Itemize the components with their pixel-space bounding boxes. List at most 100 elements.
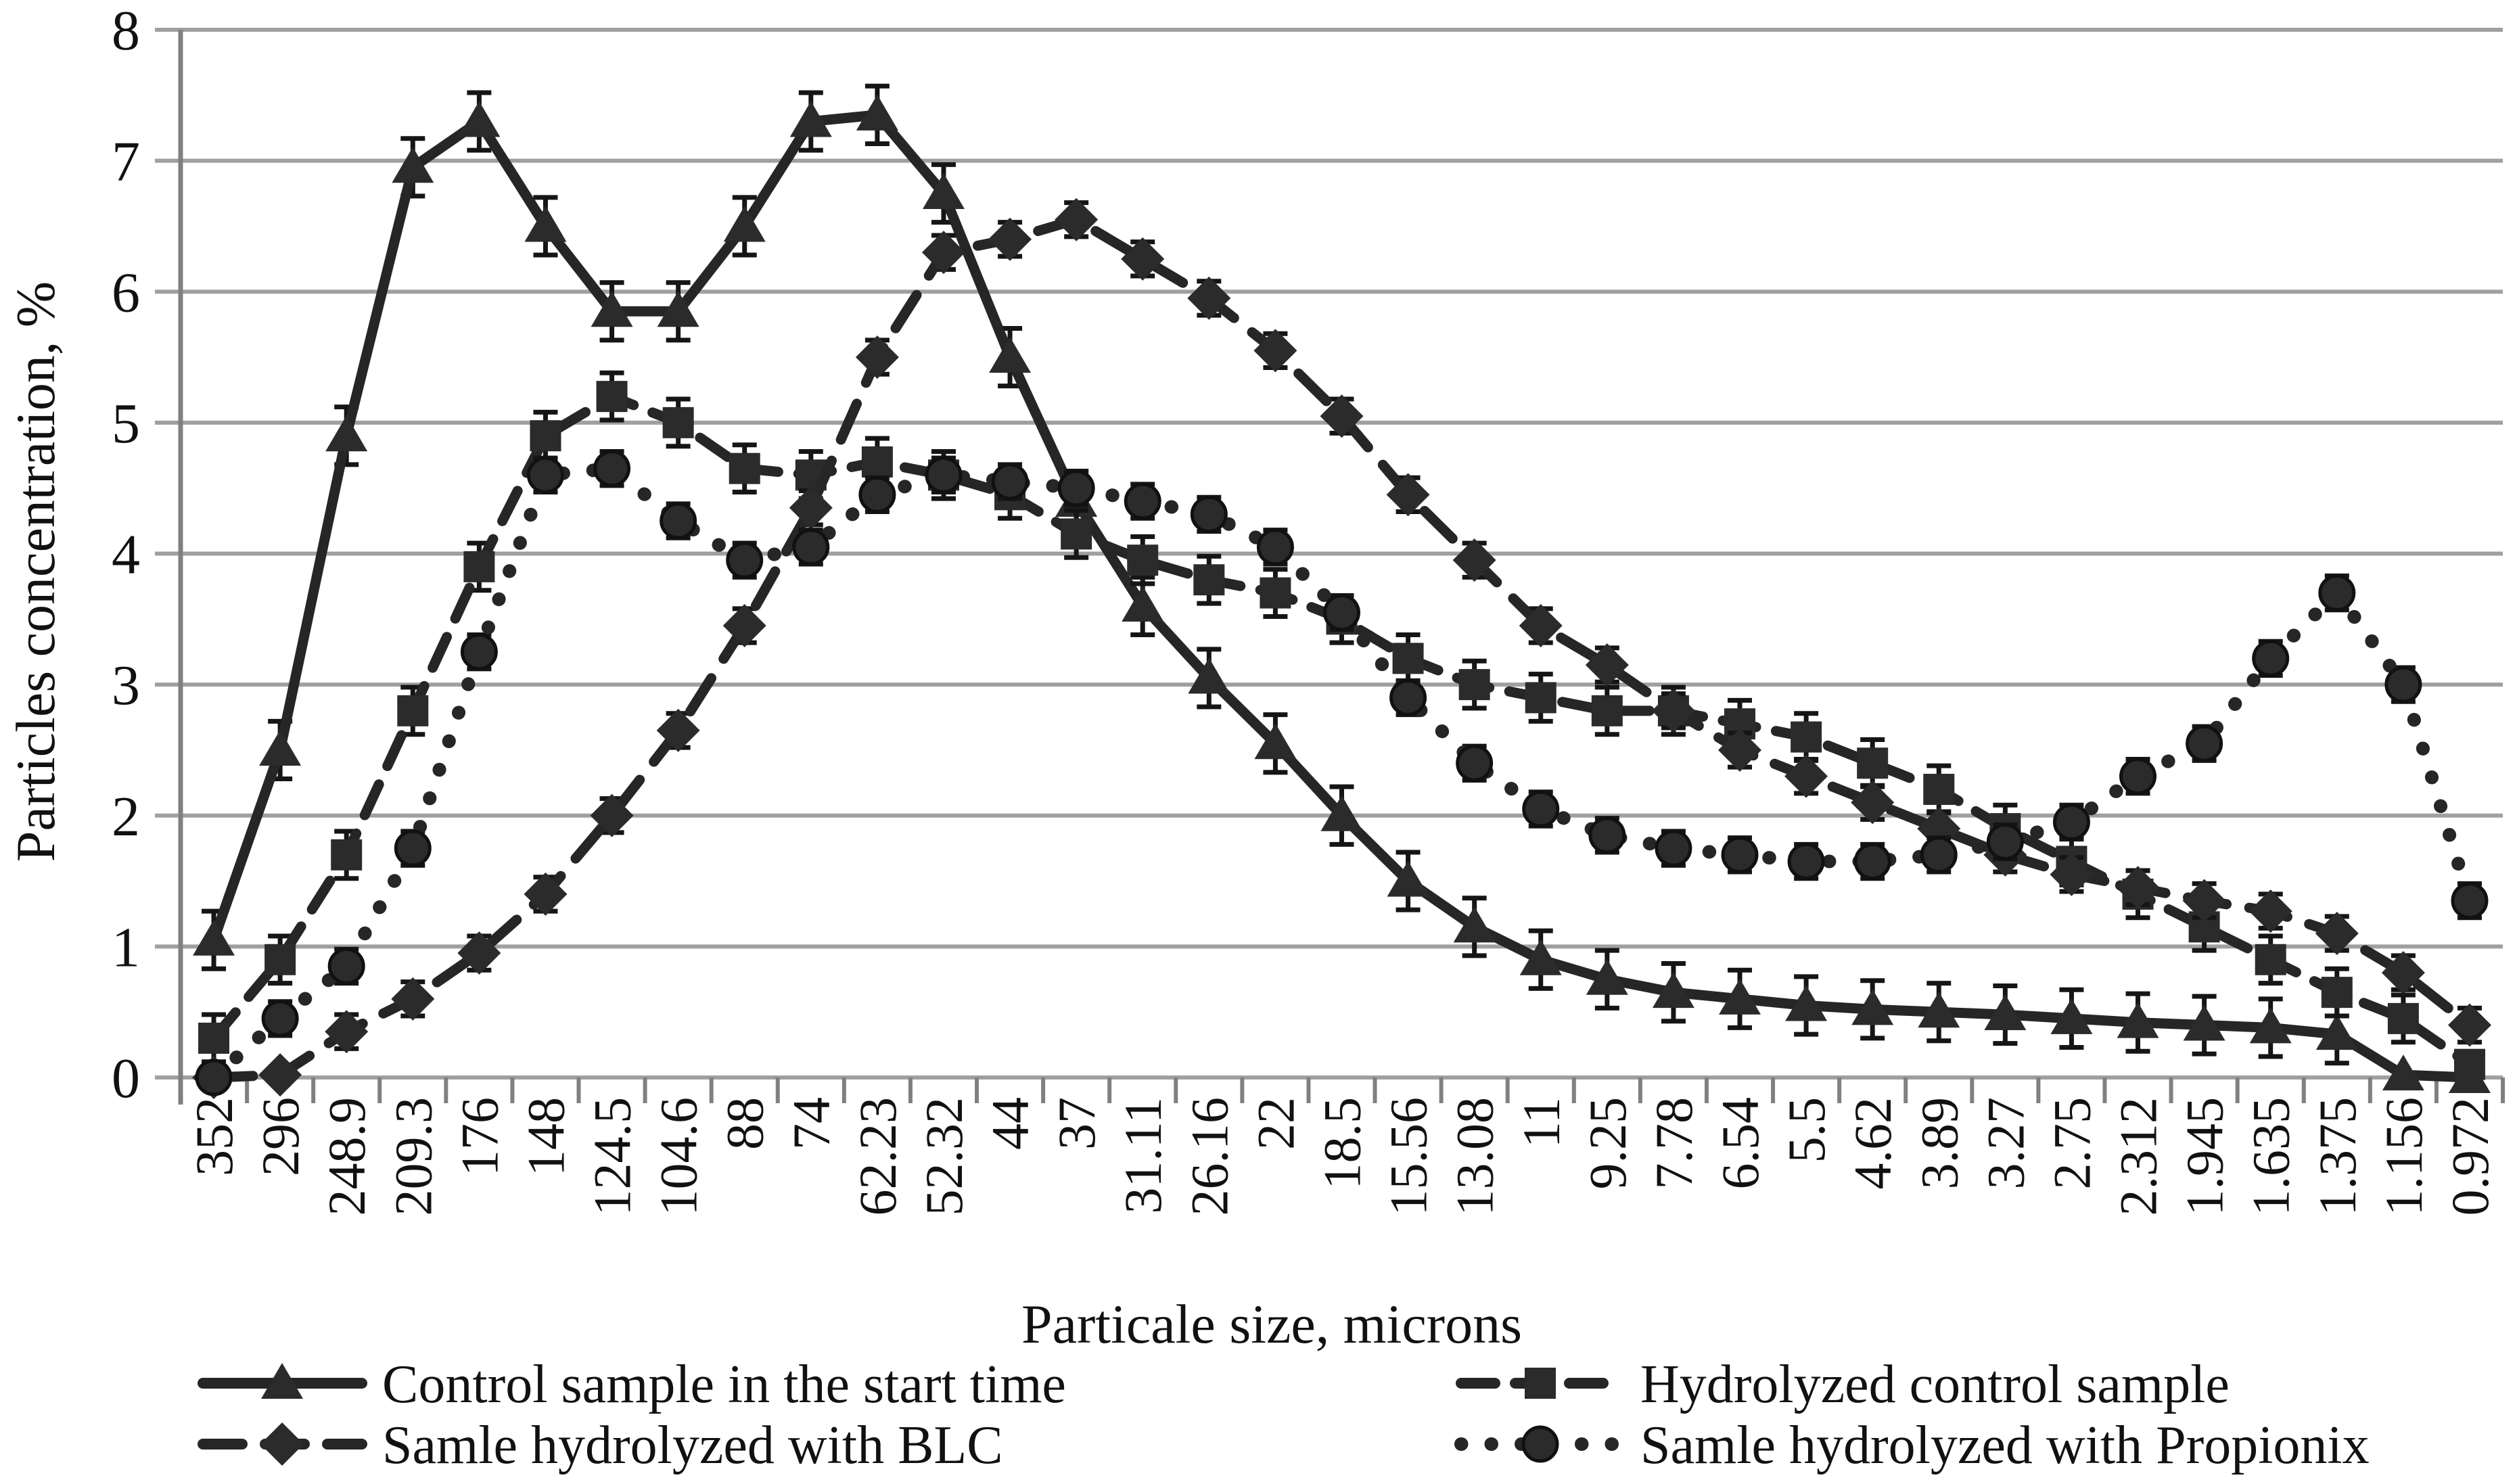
x-tick-label-group: 4.62	[1843, 1097, 1902, 1190]
x-tick-label: 52.32	[915, 1097, 973, 1216]
x-axis-title: Particale size, microns	[1021, 1293, 1522, 1355]
data-point-marker	[259, 729, 302, 766]
data-point-marker	[260, 1422, 304, 1466]
data-point-marker	[198, 1022, 230, 1054]
data-point-marker	[1655, 829, 1692, 867]
data-point-marker	[1652, 972, 1694, 1008]
data-point-marker	[656, 708, 700, 752]
x-tick-label: 37	[1047, 1097, 1106, 1150]
x-tick-label: 148	[516, 1097, 575, 1176]
y-tick-label: 7	[112, 131, 140, 193]
data-point-marker	[325, 1010, 369, 1054]
data-point-marker	[2447, 1003, 2491, 1047]
data-point-marker	[2119, 758, 2157, 795]
data-point-marker	[2451, 882, 2489, 920]
x-tick-label-group: 62.23	[848, 1097, 907, 1216]
x-tick-label: 1.945	[2175, 1097, 2234, 1216]
data-point-marker	[1057, 469, 1095, 507]
data-point-marker	[1787, 843, 1825, 881]
data-point-marker	[1651, 689, 1695, 733]
x-tick-label-group: 209.3	[384, 1097, 442, 1216]
data-point-marker	[1453, 906, 1496, 943]
data-point-marker	[530, 420, 561, 452]
axes	[178, 30, 2505, 1105]
data-point-marker	[922, 173, 965, 210]
data-point-marker	[458, 101, 501, 137]
y-axis-labels: 0 1 2 3 4 5 6 7 8	[112, 0, 140, 1110]
x-tick-label-group: 148	[516, 1097, 575, 1176]
data-point-marker	[858, 476, 896, 513]
x-tick-label-group: 7.78	[1644, 1097, 1703, 1190]
data-point-marker	[2186, 724, 2223, 762]
data-point-marker	[325, 415, 368, 452]
data-point-marker	[2318, 574, 2356, 612]
data-point-marker	[2252, 639, 2290, 677]
legend-label: Samle hydrolyzed with Propionix	[1640, 1416, 2370, 1475]
x-tick-label: 18.5	[1313, 1097, 1372, 1190]
x-tick-label-group: 1.945	[2175, 1097, 2234, 1216]
data-point-marker	[726, 541, 764, 579]
data-point-marker	[2183, 1004, 2225, 1041]
data-point-marker	[524, 872, 568, 916]
data-point-marker	[394, 829, 432, 867]
series-markers	[195, 450, 2489, 1096]
data-point-marker	[925, 456, 963, 494]
data-point-marker	[1851, 989, 1894, 1025]
x-tick-label: 104.6	[649, 1097, 708, 1216]
data-point-marker	[2315, 912, 2359, 956]
data-point-marker	[331, 839, 363, 871]
data-point-marker	[1920, 836, 1958, 874]
data-point-marker	[792, 528, 830, 566]
data-point-marker	[1256, 528, 1294, 566]
data-point-marker	[258, 1053, 302, 1097]
data-point-marker	[991, 463, 1029, 501]
data-point-marker	[1525, 682, 1556, 714]
data-point-marker	[526, 456, 564, 494]
series-propionix	[195, 448, 2489, 1096]
data-point-marker	[1320, 394, 1364, 438]
x-tick-label: 124.5	[583, 1097, 642, 1216]
x-tick-label-group: 22	[1246, 1097, 1305, 1150]
x-tick-label-group: 296	[251, 1097, 310, 1176]
x-tick-label-group: 124.5	[583, 1097, 642, 1216]
data-point-marker	[1055, 198, 1099, 241]
data-point-marker	[2382, 1054, 2424, 1091]
x-tick-label-group: 37	[1047, 1097, 1106, 1150]
x-tick-label-group: 1.375	[2308, 1097, 2367, 1216]
data-point-marker	[2248, 889, 2292, 933]
data-point-marker	[460, 633, 498, 671]
legend-label: Hydrolyzed control sample	[1640, 1355, 2230, 1414]
x-tick-label-group: 2.75	[2042, 1097, 2101, 1190]
data-point-marker	[789, 101, 832, 137]
x-tick-label: 6.54	[1711, 1097, 1770, 1190]
data-point-marker	[2117, 1002, 2159, 1038]
series-control	[193, 83, 2491, 1093]
data-point-marker	[1320, 795, 1363, 831]
data-point-marker	[391, 977, 435, 1021]
data-point-marker	[1519, 939, 1562, 975]
x-tick-label-group: 52.32	[915, 1097, 973, 1216]
data-point-marker	[662, 407, 694, 438]
x-tick-label: 248.9	[317, 1097, 376, 1216]
data-point-marker	[1392, 643, 1424, 674]
data-point-marker	[660, 502, 697, 540]
x-tick-label-group: 31.11	[1113, 1097, 1172, 1214]
data-point-marker	[457, 931, 501, 975]
data-point-marker	[596, 381, 628, 413]
data-point-marker	[1923, 774, 1955, 806]
x-tick-label: 13.08	[1446, 1097, 1504, 1216]
data-point-marker	[397, 695, 429, 726]
y-tick-label: 2	[112, 785, 140, 848]
x-tick-label: 0.972	[2441, 1097, 2499, 1216]
data-point-marker	[193, 919, 235, 956]
data-point-marker	[2116, 866, 2160, 910]
x-tick-label: 1.375	[2308, 1097, 2367, 1216]
y-tick-label: 8	[112, 0, 140, 62]
data-point-marker	[2050, 852, 2094, 896]
data-point-marker	[261, 1000, 299, 1038]
data-point-marker	[989, 337, 1032, 373]
data-point-marker	[729, 453, 760, 484]
data-point-marker	[861, 446, 893, 478]
y-tick-label: 1	[112, 916, 140, 979]
